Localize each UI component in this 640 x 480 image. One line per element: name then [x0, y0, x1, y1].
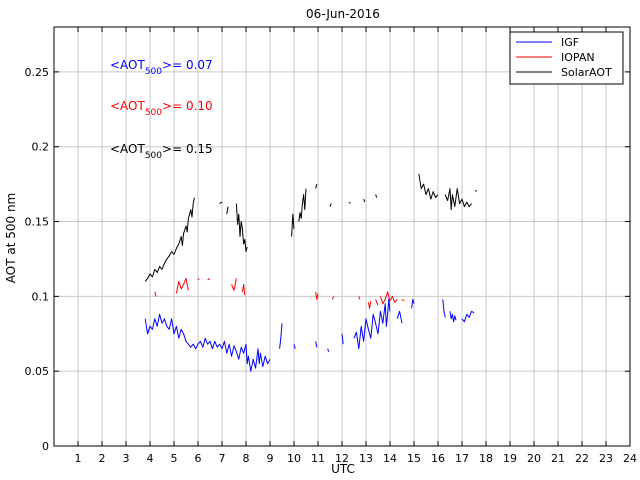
x-tick-label: 9 — [267, 452, 274, 465]
series-line-segment — [379, 291, 398, 305]
series-line-segment — [329, 203, 332, 207]
x-tick-label: 14 — [383, 452, 397, 465]
series-line-segment — [315, 341, 318, 348]
y-tick-label: 0 — [42, 440, 49, 453]
x-tick-label: 15 — [407, 452, 421, 465]
x-tick-label: 24 — [623, 452, 637, 465]
x-tick-label: 10 — [287, 452, 301, 465]
axis-ticks: 1 2 3 4 5 6 7 8 9 10 11 12 13 14 15 16 17 18 19 20 21 22 23 240… — [25, 27, 637, 465]
x-tick-label: 12 — [335, 452, 349, 465]
x-tick-label: 3 — [123, 452, 130, 465]
x-tick-label: 1 — [75, 452, 82, 465]
series-line-segment — [375, 299, 379, 306]
series-line-segment — [219, 201, 223, 205]
series-solaraot — [144, 173, 477, 282]
series-line-segment — [474, 189, 477, 192]
series-line-segment — [175, 277, 189, 294]
series-line-segment — [235, 203, 248, 252]
series-line-segment — [418, 173, 439, 200]
series-line-segment — [331, 296, 335, 300]
x-tick-label: 19 — [503, 452, 517, 465]
series-line-segment — [411, 298, 415, 309]
chart-title: 06-Jun-2016 — [306, 7, 380, 21]
series-line-segment — [231, 278, 237, 291]
legend-entry-label: IOPAN — [561, 51, 595, 64]
series-iopan — [154, 277, 405, 309]
y-axis-label: AOT at 500 nm — [4, 193, 18, 283]
series-line-segment — [442, 299, 446, 318]
series-line-segment — [298, 188, 307, 222]
y-tick-label: 0.05 — [25, 365, 50, 378]
series-line-segment — [154, 291, 157, 297]
y-tick-label: 0.2 — [32, 141, 50, 154]
series-line-segment — [367, 300, 372, 309]
y-tick-label: 0.15 — [25, 216, 50, 229]
mean-aot-annotation: <AOT500>= 0.10 — [110, 99, 213, 118]
series-line-segment — [341, 333, 344, 345]
y-tick-label: 0.1 — [32, 290, 50, 303]
x-tick-label: 17 — [455, 452, 469, 465]
series-line-segment — [279, 323, 283, 349]
legend-box — [509, 31, 624, 85]
series-line-segment — [226, 206, 229, 215]
series-line-segment — [315, 183, 318, 189]
legend-entry-label: IGF — [561, 36, 579, 49]
x-axis-label: UTC — [331, 462, 355, 476]
x-tick-label: 18 — [479, 452, 493, 465]
x-tick-label: 16 — [431, 452, 445, 465]
series-line-segment — [293, 344, 296, 349]
series-line-segment — [315, 291, 319, 300]
series-line-segment — [444, 188, 472, 211]
series-line-segment — [241, 283, 246, 295]
data-series — [144, 173, 477, 372]
series-igf — [144, 298, 475, 372]
series-line-segment — [396, 310, 403, 324]
x-tick-label: 7 — [219, 452, 226, 465]
series-line-segment — [144, 197, 195, 282]
series-line-segment — [348, 201, 351, 204]
x-tick-label: 2 — [99, 452, 106, 465]
x-tick-label: 8 — [243, 452, 250, 465]
legend: IGF IOPAN SolarAOT — [509, 31, 624, 85]
series-line-segment — [358, 296, 361, 300]
x-tick-label: 23 — [599, 452, 613, 465]
mean-aot-annotation: <AOT500>= 0.15 — [110, 142, 213, 161]
series-line-segment — [207, 277, 211, 281]
x-tick-label: 20 — [527, 452, 541, 465]
x-tick-label: 21 — [551, 452, 565, 465]
x-tick-label: 11 — [311, 452, 325, 465]
series-line-segment — [144, 313, 271, 372]
series-line-segment — [197, 278, 200, 281]
x-tick-label: 5 — [171, 452, 178, 465]
series-line-segment — [291, 213, 295, 237]
annotations: <AOT500>= 0.07 <AOT500>= 0.10 <AOT500>= 0.… — [110, 58, 213, 161]
grid-lines — [54, 27, 630, 446]
mean-aot-annotation: <AOT500>= 0.07 — [110, 58, 213, 77]
series-line-segment — [449, 311, 457, 323]
y-tick-label: 0.25 — [25, 66, 50, 79]
series-line-segment — [327, 348, 330, 352]
series-line-segment — [375, 194, 378, 198]
series-line-segment — [363, 198, 366, 203]
x-tick-label: 6 — [195, 452, 202, 465]
series-line-segment — [353, 298, 391, 350]
legend-entry-label: SolarAOT — [561, 66, 612, 79]
x-tick-label: 4 — [147, 452, 154, 465]
x-tick-label: 22 — [575, 452, 589, 465]
x-tick-label: 13 — [359, 452, 373, 465]
series-line-segment — [401, 298, 405, 302]
series-line-segment — [461, 310, 475, 323]
